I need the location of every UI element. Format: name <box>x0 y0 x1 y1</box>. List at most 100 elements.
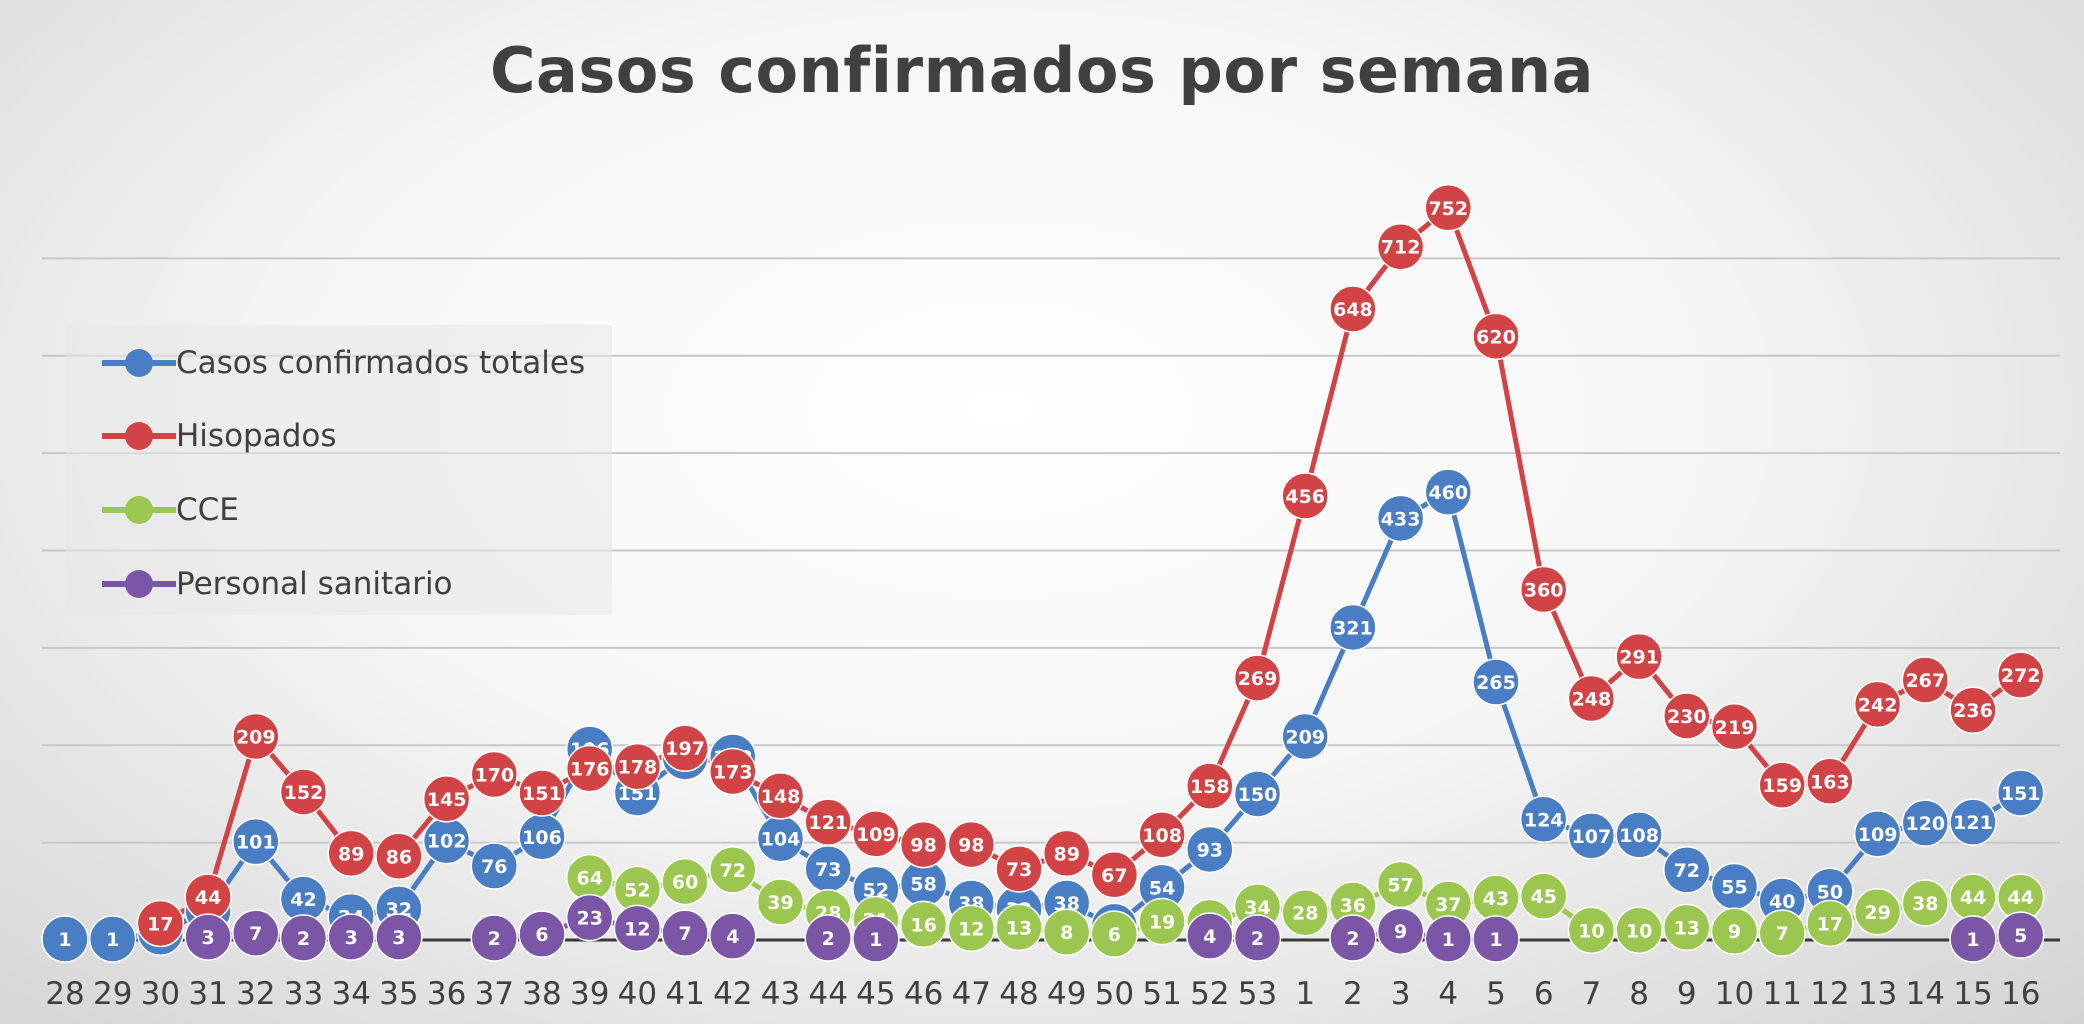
data-label: 1 <box>1489 929 1502 951</box>
data-point <box>422 775 471 823</box>
data-point <box>375 913 423 961</box>
data-point <box>1710 907 1759 955</box>
data-label: 58 <box>910 874 936 896</box>
x-tick-label: 15 <box>1953 976 1992 1012</box>
data-label: 37 <box>1435 894 1461 916</box>
data-label: 148 <box>761 786 801 808</box>
x-tick-label: 9 <box>1677 976 1697 1012</box>
data-label: 1 <box>1442 929 1455 951</box>
data-label: 108 <box>1142 825 1182 847</box>
chart-legend: Casos confirmados totales Hisopados CCE … <box>66 325 612 615</box>
data-label: 76 <box>481 856 507 878</box>
x-tick-label: 2 <box>1343 976 1363 1012</box>
x-tick-label: 35 <box>379 976 418 1012</box>
data-label: 44 <box>195 887 221 909</box>
data-label: 44 <box>2007 887 2033 909</box>
data-point <box>1186 825 1234 874</box>
data-point <box>995 845 1043 893</box>
data-label: 64 <box>576 868 602 890</box>
data-label: 272 <box>2001 665 2041 687</box>
data-point <box>1376 494 1425 543</box>
x-tick-label: 3 <box>1391 976 1411 1012</box>
series-line <box>159 205 2023 926</box>
data-label: 150 <box>1238 784 1278 806</box>
data-point <box>1042 829 1091 878</box>
legend-swatch-green <box>102 490 176 530</box>
data-label: 73 <box>815 859 841 881</box>
data-point <box>899 820 948 869</box>
data-point <box>232 817 280 866</box>
data-point <box>1519 872 1568 920</box>
data-label: 170 <box>474 764 514 786</box>
data-label: 67 <box>1101 865 1127 887</box>
data-point <box>1090 910 1139 958</box>
x-tick-label: 50 <box>1095 976 1134 1012</box>
data-label: 230 <box>1667 706 1707 728</box>
data-label: 2 <box>297 928 310 950</box>
x-tick-label: 38 <box>522 976 561 1012</box>
data-label: 6 <box>535 924 548 946</box>
data-point <box>1996 911 2045 959</box>
series-line <box>1352 928 1496 942</box>
legend-swatch-purple <box>102 564 176 604</box>
data-label: 89 <box>338 843 364 865</box>
data-point <box>1567 906 1616 955</box>
data-point <box>1853 810 1902 858</box>
x-tick-label: 48 <box>999 976 1038 1012</box>
legend-swatch-red <box>102 416 176 456</box>
data-point <box>804 914 852 962</box>
x-tick-label: 28 <box>45 976 84 1012</box>
data-label: 4 <box>726 926 739 948</box>
data-point <box>565 893 614 942</box>
x-tick-label: 44 <box>808 976 847 1012</box>
data-label: 72 <box>720 860 746 882</box>
data-label: 28 <box>1292 903 1318 925</box>
data-point <box>1949 915 1997 963</box>
data-label: 242 <box>1858 694 1898 716</box>
data-label: 12 <box>624 918 650 940</box>
data-label: 6 <box>1108 924 1121 946</box>
x-tick-label: 30 <box>141 976 180 1012</box>
data-label: 1 <box>58 929 71 951</box>
data-label: 265 <box>1476 672 1516 694</box>
data-label: 121 <box>1953 812 1993 834</box>
x-tick-label: 49 <box>1047 976 1086 1012</box>
data-point <box>470 914 519 962</box>
data-label: 158 <box>1190 776 1230 798</box>
data-point <box>1329 603 1377 652</box>
data-label: 23 <box>576 908 602 930</box>
data-label: 3 <box>201 927 214 949</box>
data-point <box>1806 757 1854 806</box>
data-label: 456 <box>1285 486 1325 508</box>
data-label: 107 <box>1572 826 1612 848</box>
data-label: 151 <box>522 783 562 805</box>
data-label: 60 <box>672 872 698 894</box>
data-label: 2 <box>1346 928 1359 950</box>
data-label: 40 <box>1769 891 1795 913</box>
data-label: 13 <box>1006 917 1032 939</box>
x-tick-label: 32 <box>236 976 275 1012</box>
data-point <box>1567 674 1616 723</box>
data-label: 3 <box>392 927 405 949</box>
x-tick-label: 29 <box>93 976 132 1012</box>
data-point <box>709 747 757 796</box>
data-point <box>1281 888 1329 937</box>
data-point <box>613 904 662 953</box>
data-point <box>1090 851 1139 899</box>
data-point <box>709 912 757 960</box>
data-point <box>1663 903 1711 952</box>
x-tick-label: 14 <box>1906 976 1945 1012</box>
data-label: 145 <box>427 789 467 811</box>
data-label: 209 <box>1285 727 1325 749</box>
data-point <box>1901 799 1950 847</box>
data-point <box>1615 632 1663 681</box>
legend-label: Casos confirmados totales <box>176 345 586 381</box>
data-point <box>1424 184 1473 232</box>
data-point <box>1949 686 1997 734</box>
data-label: 124 <box>1524 809 1564 831</box>
data-label: 10 <box>1626 920 1652 942</box>
data-label: 57 <box>1387 875 1413 897</box>
data-point <box>1996 769 2045 817</box>
